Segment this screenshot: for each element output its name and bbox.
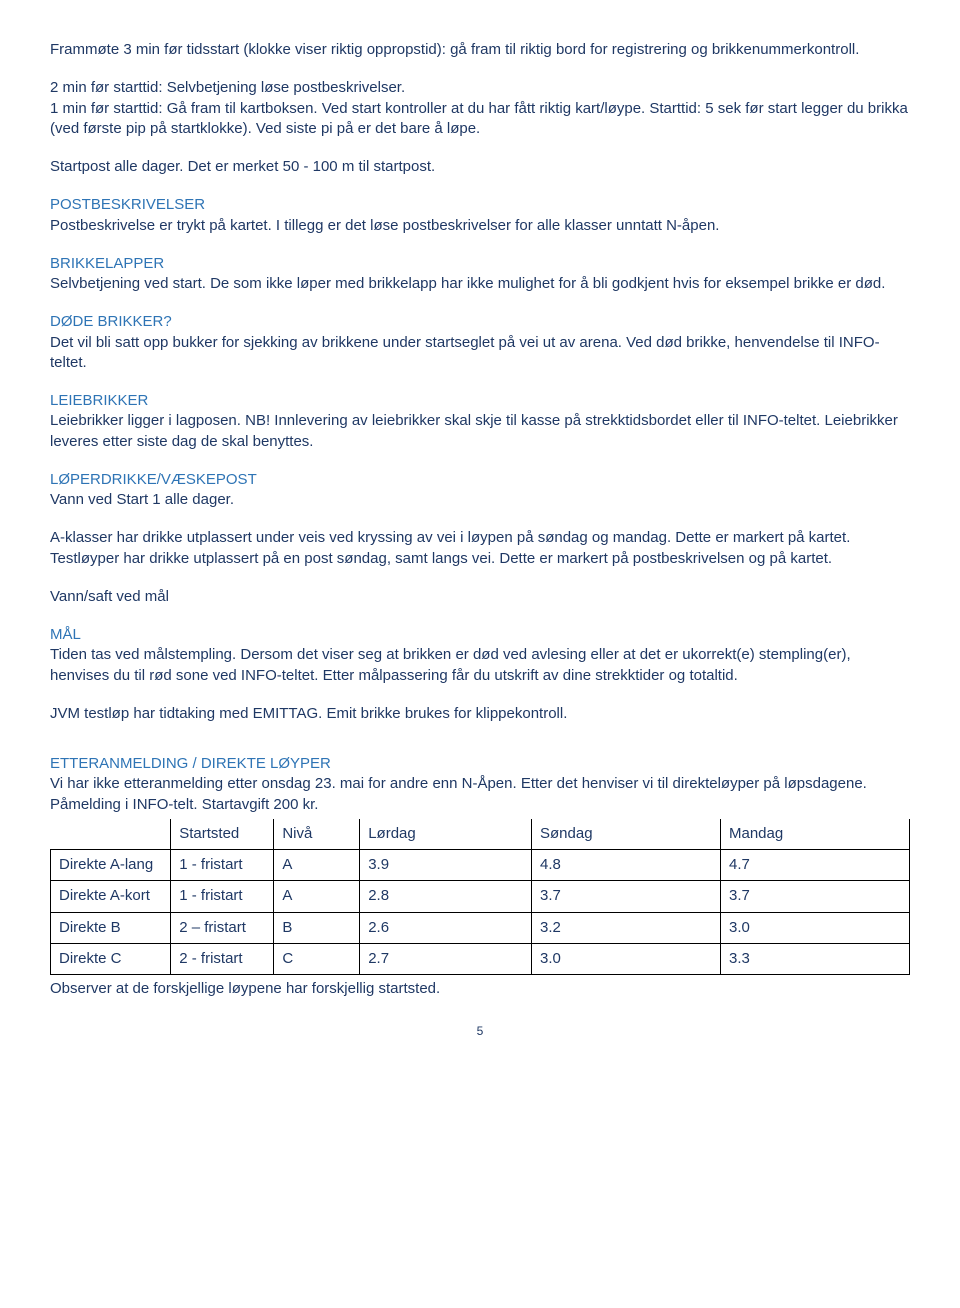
- text-dode-brikker: Det vil bli satt opp bukker for sjekking…: [50, 333, 910, 374]
- cell: 2 - fristart: [171, 943, 274, 974]
- intro-p1: Frammøte 3 min før tidsstart (klokke vis…: [50, 40, 910, 60]
- text-loperdrikke: Vann ved Start 1 alle dager.: [50, 490, 910, 510]
- th-blank: [51, 819, 171, 850]
- cell: 2.7: [360, 943, 532, 974]
- heading-etteranmelding: ETTERANMELDING / DIREKTE LØYPER: [50, 754, 910, 774]
- cell: 3.7: [720, 881, 909, 912]
- table-row: Direkte A-lang 1 - fristart A 3.9 4.8 4.…: [51, 850, 910, 881]
- cell: Direkte A-lang: [51, 850, 171, 881]
- cell: 3.2: [532, 912, 721, 943]
- cell: 4.7: [720, 850, 909, 881]
- heading-loperdrikke: LØPERDRIKKE/VÆSKEPOST: [50, 470, 910, 490]
- heading-dode-brikker: DØDE BRIKKER?: [50, 312, 910, 332]
- cell: 2.6: [360, 912, 532, 943]
- cell: 1 - fristart: [171, 881, 274, 912]
- table-row: Direkte C 2 - fristart C 2.7 3.0 3.3: [51, 943, 910, 974]
- cell: Direkte C: [51, 943, 171, 974]
- th-lordag: Lørdag: [360, 819, 532, 850]
- cell: A: [274, 881, 360, 912]
- table-row: Direkte B 2 – fristart B 2.6 3.2 3.0: [51, 912, 910, 943]
- heading-mal: MÅL: [50, 625, 910, 645]
- mal-p1: Tiden tas ved målstempling. Dersom det v…: [50, 645, 910, 686]
- intro-p3: 1 min før starttid: Gå fram til kartboks…: [50, 99, 910, 140]
- cell: Direkte B: [51, 912, 171, 943]
- cell: 3.3: [720, 943, 909, 974]
- cell: 2 – fristart: [171, 912, 274, 943]
- cell: 1 - fristart: [171, 850, 274, 881]
- table-row: Direkte A-kort 1 - fristart A 2.8 3.7 3.…: [51, 881, 910, 912]
- cell: Direkte A-kort: [51, 881, 171, 912]
- th-sondag: Søndag: [532, 819, 721, 850]
- cell: 3.7: [532, 881, 721, 912]
- cell: 3.0: [720, 912, 909, 943]
- heading-brikkelapper: BRIKKELAPPER: [50, 254, 910, 274]
- etter-footer: Observer at de forskjellige løypene har …: [50, 979, 910, 999]
- cell: B: [274, 912, 360, 943]
- cell: A: [274, 850, 360, 881]
- cell: C: [274, 943, 360, 974]
- th-mandag: Mandag: [720, 819, 909, 850]
- intro-p2: 2 min før starttid: Selvbetjening løse p…: [50, 78, 910, 98]
- th-niva: Nivå: [274, 819, 360, 850]
- cell: 3.9: [360, 850, 532, 881]
- text-leiebrikker: Leiebrikker ligger i lagposen. NB! Innle…: [50, 411, 910, 452]
- cell: 2.8: [360, 881, 532, 912]
- etter-intro: Vi har ikke etteranmelding etter onsdag …: [50, 774, 910, 815]
- drikke-p2: A-klasser har drikke utplassert under ve…: [50, 528, 910, 569]
- text-brikkelapper: Selvbetjening ved start. De som ikke løp…: [50, 274, 910, 294]
- cell: 3.0: [532, 943, 721, 974]
- heading-leiebrikker: LEIEBRIKKER: [50, 391, 910, 411]
- mal-p2: JVM testløp har tidtaking med EMITTAG. E…: [50, 704, 910, 724]
- drikke-p3: Vann/saft ved mål: [50, 587, 910, 607]
- th-startsted: Startsted: [171, 819, 274, 850]
- direkte-table: Startsted Nivå Lørdag Søndag Mandag Dire…: [50, 819, 910, 975]
- text-postbeskrivelser: Postbeskrivelse er trykt på kartet. I ti…: [50, 216, 910, 236]
- table-header-row: Startsted Nivå Lørdag Søndag Mandag: [51, 819, 910, 850]
- cell: 4.8: [532, 850, 721, 881]
- intro-p4: Startpost alle dager. Det er merket 50 -…: [50, 157, 910, 177]
- page-number: 5: [50, 1023, 910, 1039]
- heading-postbeskrivelser: POSTBESKRIVELSER: [50, 195, 910, 215]
